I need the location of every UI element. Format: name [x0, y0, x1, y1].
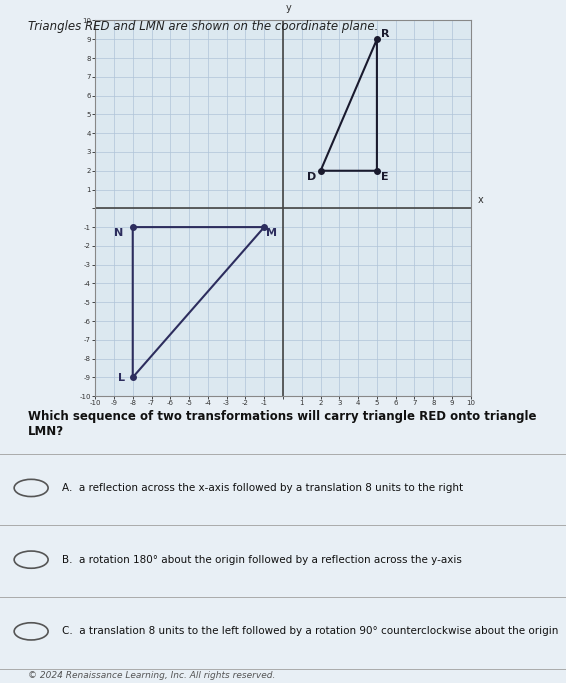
Text: A.  a reflection across the x-axis followed by a translation 8 units to the righ: A. a reflection across the x-axis follow… — [62, 483, 464, 493]
Text: N: N — [114, 229, 123, 238]
Text: D: D — [307, 172, 316, 182]
Text: B.  a rotation 180° about the origin followed by a reflection across the y-axis: B. a rotation 180° about the origin foll… — [62, 555, 462, 565]
Text: E: E — [381, 172, 388, 182]
Text: L: L — [118, 373, 125, 383]
Text: Which sequence of two transformations will carry triangle RED onto triangle LMN?: Which sequence of two transformations wi… — [28, 410, 537, 438]
Text: Triangles RED and LMN are shown on the coordinate plane.: Triangles RED and LMN are shown on the c… — [28, 20, 379, 33]
Text: C.  a translation 8 units to the left followed by a rotation 90° counterclockwis: C. a translation 8 units to the left fol… — [62, 626, 559, 637]
Text: x: x — [477, 195, 483, 205]
Text: y: y — [286, 3, 291, 13]
Text: R: R — [381, 29, 389, 40]
Text: © 2024 Renaissance Learning, Inc. All rights reserved.: © 2024 Renaissance Learning, Inc. All ri… — [28, 671, 276, 680]
Text: M: M — [266, 229, 277, 238]
